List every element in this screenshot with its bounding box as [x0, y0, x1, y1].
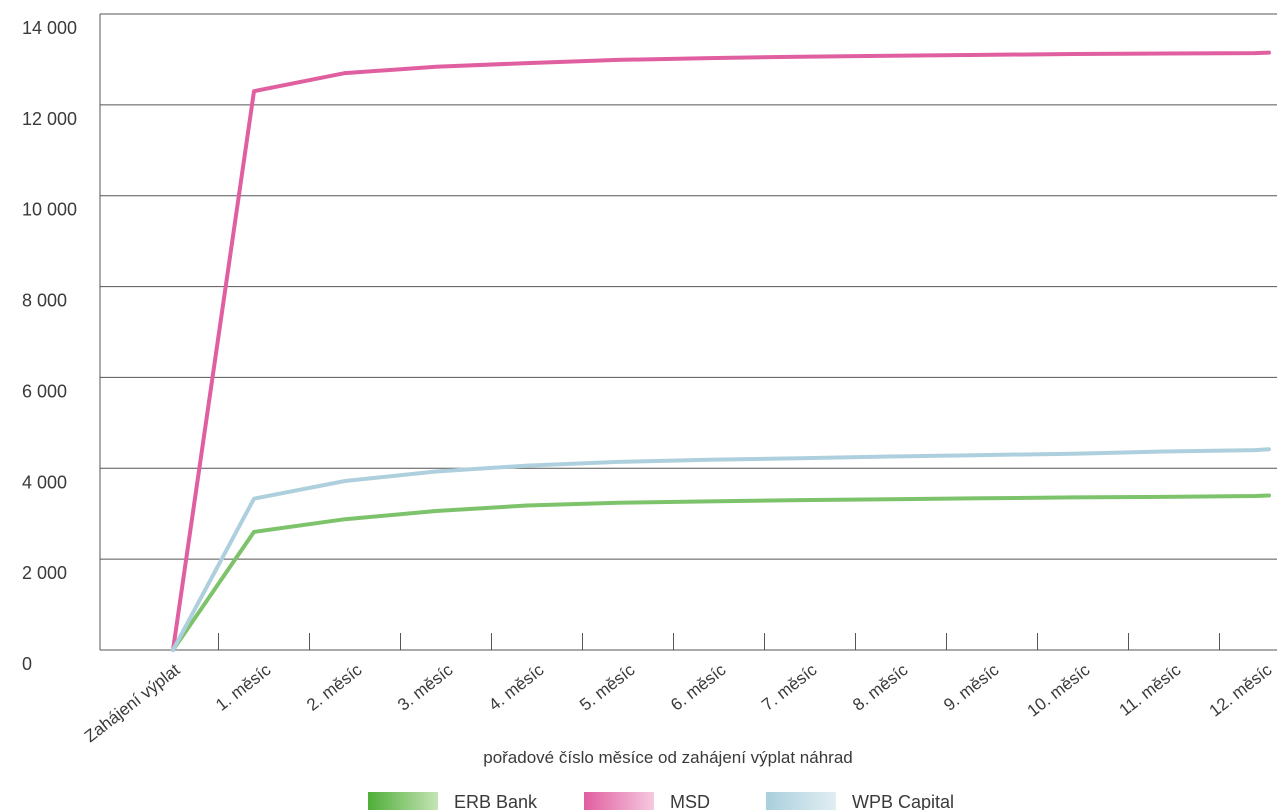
legend-label-2: WPB Capital — [852, 792, 954, 810]
x-tick-label: 12. měsíc — [1206, 660, 1276, 721]
x-tick-label: 11. měsíc — [1116, 660, 1185, 720]
x-axis-tick-labels: Zahájení výplat 1. měsíc 2. měsíc 3. měsíc 4… — [81, 660, 1276, 746]
x-tick-label: 1. měsíc — [212, 660, 275, 715]
legend: ERB Bank MSD WPB Capital — [368, 792, 954, 810]
series-line-0 — [171, 493, 1271, 652]
y-axis-tick-labels: 0 2 000 4 000 6 000 8 000 10 000 12 000 14 000 — [22, 18, 77, 674]
y-tick-label: 4 000 — [22, 472, 67, 492]
x-tick-label: 9. měsíc — [940, 660, 1003, 715]
y-tick-label: 6 000 — [22, 381, 67, 401]
x-tick-label: 2. měsíc — [303, 660, 366, 715]
legend-swatch-1 — [584, 792, 654, 810]
y-tick-label: 14 000 — [22, 18, 77, 38]
series-lines — [171, 50, 1271, 652]
x-tick-label: 8. měsíc — [849, 660, 912, 715]
legend-label-1: MSD — [670, 792, 710, 810]
gridlines — [100, 13, 1277, 560]
series-line-1 — [171, 50, 1271, 652]
x-tick-label: 6. měsíc — [667, 660, 730, 715]
y-tick-label: 10 000 — [22, 200, 77, 220]
x-tick-label: 7. měsíc — [758, 660, 821, 715]
y-tick-label: 2 000 — [22, 563, 67, 583]
legend-swatch-0 — [368, 792, 438, 810]
axes — [99, 14, 1277, 651]
x-tick-label: 3. měsíc — [394, 660, 457, 715]
legend-swatch-2 — [766, 792, 836, 810]
x-tick-label: 4. měsíc — [485, 660, 548, 715]
x-tick-label: Zahájení výplat — [81, 660, 184, 746]
x-tick-label: 5. měsíc — [576, 660, 639, 715]
series-line-2 — [171, 447, 1271, 652]
x-axis-title: pořadové číslo měsíce od zahájení výplat… — [483, 748, 853, 767]
x-tick-label: 10. měsíc — [1024, 660, 1094, 721]
y-tick-label: 0 — [22, 654, 32, 674]
y-tick-label: 8 000 — [22, 291, 67, 311]
legend-label-0: ERB Bank — [454, 792, 538, 810]
y-tick-label: 12 000 — [22, 109, 77, 129]
